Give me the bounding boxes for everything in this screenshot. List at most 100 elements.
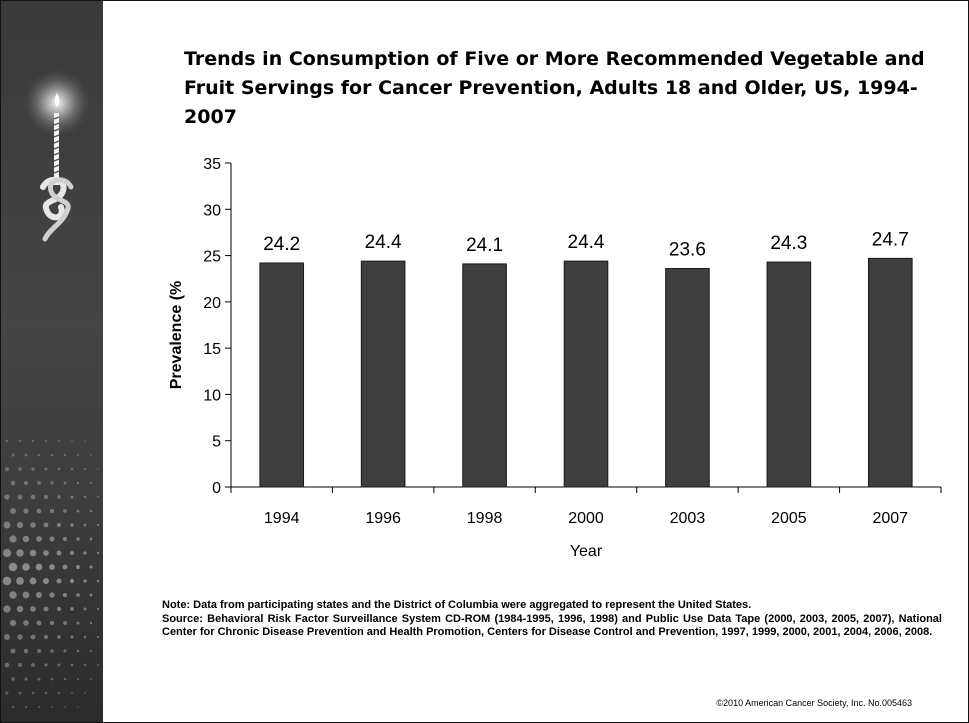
- halftone-dot: [57, 495, 61, 499]
- halftone-dot: [8, 562, 18, 572]
- halftone-dot: [76, 593, 80, 597]
- halftone-dot: [56, 578, 62, 584]
- halftone-dot: [56, 550, 62, 556]
- halftone-dot: [31, 691, 35, 695]
- halftone-dot: [36, 620, 42, 626]
- halftone-dot: [89, 509, 93, 513]
- halftone-dot: [5, 691, 9, 695]
- halftone-dot: [70, 495, 74, 499]
- y-tick-label: 15: [203, 341, 221, 358]
- halftone-dot: [69, 550, 75, 556]
- halftone-dot: [10, 480, 16, 486]
- halftone-dot: [97, 496, 99, 498]
- halftone-dot: [63, 509, 67, 513]
- halftone-dot: [29, 577, 37, 585]
- halftone-dot: [43, 634, 49, 640]
- halftone-dot: [57, 635, 61, 639]
- halftone-dot: [50, 453, 54, 457]
- halftone-dot: [23, 620, 29, 626]
- halftone-dot: [43, 522, 49, 528]
- halftone-dot: [76, 481, 80, 485]
- halftone-dot: [18, 691, 22, 695]
- halftone-dot: [77, 706, 79, 708]
- halftone-dot: [43, 550, 49, 556]
- halftone-dot: [36, 592, 42, 598]
- halftone-dot: [83, 635, 87, 639]
- bar: [563, 260, 609, 488]
- data-label: 23.6: [669, 240, 706, 261]
- halftone-dot: [36, 508, 42, 514]
- y-tick-label: 0: [212, 480, 221, 497]
- halftone-dot: [31, 439, 35, 443]
- halftone-dot: [77, 454, 79, 456]
- halftone-dot: [76, 649, 80, 653]
- halftone-dot: [83, 551, 87, 555]
- data-label: 24.4: [568, 232, 605, 253]
- x-tick-label: 2005: [771, 510, 807, 527]
- halftone-dot: [69, 578, 75, 584]
- halftone-dot: [43, 578, 49, 584]
- halftone-dot: [96, 523, 100, 527]
- halftone-dots: [2, 439, 103, 709]
- halftone-dot: [56, 606, 62, 612]
- halftone-dot: [63, 481, 67, 485]
- halftone-dot: [11, 705, 15, 709]
- halftone-dot: [76, 565, 80, 569]
- halftone-dot: [18, 467, 22, 471]
- halftone-dot: [57, 467, 61, 471]
- halftone-dot: [31, 467, 35, 471]
- x-tick-label: 2007: [872, 510, 908, 527]
- x-tick-label: 2003: [670, 510, 706, 527]
- halftone-dot: [84, 692, 86, 694]
- halftone-dot: [62, 564, 68, 570]
- sidebar-decoration: [1, 1, 103, 722]
- bar: [462, 263, 507, 488]
- halftone-dot: [18, 439, 22, 443]
- halftone-dot: [37, 481, 41, 485]
- halftone-dot: [22, 563, 30, 571]
- halftone-dot: [76, 537, 80, 541]
- halftone-dot: [43, 606, 49, 612]
- halftone-dot: [83, 523, 87, 527]
- halftone-dot: [9, 591, 17, 599]
- halftone-dot: [36, 536, 42, 542]
- halftone-dot: [57, 663, 61, 667]
- halftone-dot: [49, 620, 55, 626]
- halftone-dot: [16, 521, 24, 529]
- halftone-dot: [2, 576, 12, 586]
- halftone-dot: [3, 605, 11, 613]
- halftone-dot: [10, 508, 16, 514]
- halftone-dot: [2, 548, 12, 558]
- halftone-dot: [44, 467, 48, 471]
- halftone-dot: [49, 536, 55, 542]
- halftone-dot: [84, 440, 86, 442]
- bar: [259, 262, 305, 488]
- halftone-dot: [83, 467, 87, 471]
- halftone-dot: [89, 621, 93, 625]
- halftone-dot: [10, 648, 16, 654]
- halftone-dot: [96, 579, 100, 583]
- bar: [766, 261, 812, 488]
- halftone-dot: [9, 535, 17, 543]
- halftone-dot: [17, 634, 23, 640]
- bar: [867, 257, 913, 488]
- halftone-dot: [70, 467, 74, 471]
- halftone-dot: [89, 593, 93, 597]
- halftone-dot: [89, 537, 93, 541]
- halftone-dot: [22, 591, 30, 599]
- halftone-dot: [63, 453, 67, 457]
- halftone-dot: [49, 564, 55, 570]
- y-tick-label: 5: [212, 434, 221, 451]
- halftone-dot: [63, 649, 67, 653]
- x-tick-label: 1998: [467, 510, 503, 527]
- data-label: 24.1: [466, 235, 503, 256]
- halftone-dot: [49, 508, 55, 514]
- halftone-dot: [37, 453, 41, 457]
- halftone-dot: [9, 619, 17, 627]
- halftone-dot: [71, 692, 73, 694]
- copyright-text: ©2010 American Cancer Society, Inc. No.0…: [716, 698, 912, 708]
- halftone-dot: [76, 677, 80, 681]
- halftone-dot: [56, 522, 62, 528]
- halftone-dot: [89, 481, 93, 485]
